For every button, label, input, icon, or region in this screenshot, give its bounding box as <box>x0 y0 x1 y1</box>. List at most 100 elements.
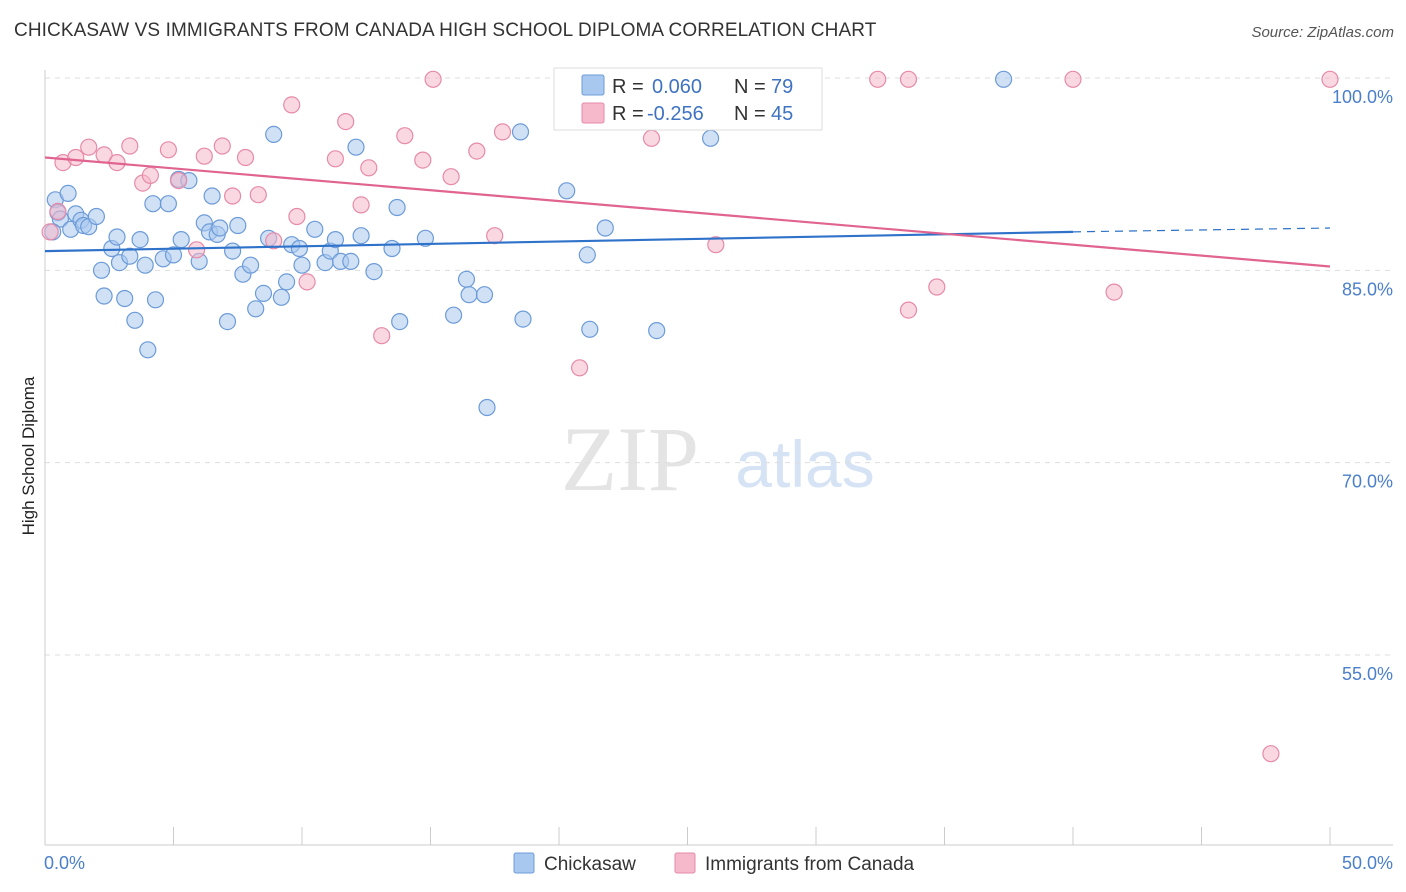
canada-point <box>67 148 85 167</box>
chickasaw-point <box>460 286 478 304</box>
canada-point <box>213 137 231 155</box>
chickasaw-point <box>596 219 614 237</box>
series-legend-swatch-canada <box>674 852 696 874</box>
canada-point <box>195 147 213 165</box>
canada-point <box>468 142 486 160</box>
canada-point <box>265 232 283 250</box>
chickasaw-point <box>994 70 1013 88</box>
chickasaw-point <box>416 229 434 247</box>
chickasaw-point <box>136 256 154 274</box>
canada-point <box>249 186 267 204</box>
chickasaw-point <box>581 320 599 338</box>
chickasaw-point <box>352 227 370 245</box>
series-legend-label-chickasaw: Chickasaw <box>544 854 636 875</box>
chickasaw-point <box>92 261 111 279</box>
chickasaw-point <box>247 300 265 318</box>
canada-point <box>337 112 355 131</box>
legend-n-label-1: N = <box>734 76 766 98</box>
chickasaw-point <box>272 288 290 306</box>
canada-point <box>224 187 242 205</box>
canada-point <box>899 70 918 88</box>
x-tick-label-max: 50.0% <box>1342 853 1393 873</box>
canada-point <box>414 151 432 169</box>
chickasaw-point <box>218 313 237 331</box>
chickasaw-point <box>578 246 596 264</box>
chickasaw-point <box>159 195 177 213</box>
chickasaw-point <box>457 270 476 288</box>
chickasaw-point <box>254 284 273 302</box>
canada-point <box>326 150 344 168</box>
points-layer <box>41 70 1339 763</box>
chickasaw-point <box>144 195 162 213</box>
chickasaw-point <box>203 187 221 205</box>
chickasaw-point <box>121 247 139 265</box>
legend-n-label-2: N = <box>734 103 766 125</box>
chickasaw-point <box>326 231 344 249</box>
legend-r-value-2: -0.256 <box>647 103 704 125</box>
watermark-atlas: atlas <box>735 427 874 501</box>
chickasaw-trend-line <box>44 230 1074 253</box>
chickasaw-point <box>648 322 666 340</box>
chickasaw-point <box>242 256 260 274</box>
chickasaw-point <box>108 228 126 246</box>
canada-point <box>41 223 59 241</box>
chickasaw-point <box>306 220 324 238</box>
legend-r-value-1: 0.060 <box>652 76 702 98</box>
canada-point <box>1105 283 1123 301</box>
canada-point <box>283 96 301 114</box>
canada-point <box>1321 70 1339 88</box>
canada-point <box>1262 745 1280 763</box>
series-legend-label-canada: Immigrants from Canada <box>705 854 915 875</box>
canada-point <box>80 138 98 156</box>
chickasaw-point <box>365 263 383 281</box>
y-tick-label: 55.0% <box>1342 664 1393 684</box>
chart-title: CHICKASAW VS IMMIGRANTS FROM CANADA HIGH… <box>14 20 877 41</box>
chickasaw-point <box>558 182 576 200</box>
legend-swatch-chickasaw <box>581 74 605 96</box>
series-legend: Chickasaw Immigrants from Canada <box>513 852 915 875</box>
canada-point <box>121 137 139 155</box>
chickasaw-point <box>229 216 247 235</box>
canada-point <box>570 359 589 377</box>
chickasaw-point <box>95 287 113 305</box>
legend-n-value-2: 45 <box>771 103 793 125</box>
canada-point <box>141 166 159 184</box>
stats-legend: R = 0.060 N = 79 R = -0.256 N = 45 <box>553 67 823 131</box>
legend-swatch-canada <box>581 102 605 124</box>
chart-source: Source: ZipAtlas.com <box>1251 24 1394 41</box>
chickasaw-point <box>391 313 409 331</box>
chickasaw-point <box>265 125 283 143</box>
chickasaw-point <box>224 242 242 260</box>
legend-n-value-1: 79 <box>771 76 793 98</box>
chickasaw-point <box>478 398 496 417</box>
chickasaw-point <box>293 256 311 274</box>
canada-point <box>159 141 177 159</box>
canada-point <box>298 273 316 291</box>
chickasaw-point <box>164 246 183 264</box>
chickasaw-point <box>131 231 149 249</box>
chickasaw-point <box>342 252 360 270</box>
chickasaw-point <box>87 207 106 226</box>
watermark-zip: ZIP <box>561 408 699 510</box>
x-tick-label-min: 0.0% <box>44 853 85 873</box>
canada-point <box>424 70 442 88</box>
canada-point <box>899 301 918 319</box>
y-tick-label: 100.0% <box>1332 87 1393 107</box>
chickasaw-point <box>59 184 77 202</box>
chickasaw-point <box>116 289 134 308</box>
series-legend-swatch-chickasaw <box>513 852 535 874</box>
canada-point <box>869 70 887 88</box>
axis-layer <box>44 70 1393 846</box>
legend-r-label-2: R = <box>612 103 644 125</box>
chickasaw-point <box>511 123 530 141</box>
chickasaw-point <box>278 273 296 291</box>
trend-layer <box>44 156 1331 268</box>
canada-point <box>493 123 512 141</box>
chickasaw-point <box>126 311 144 329</box>
chickasaw-point <box>388 198 406 217</box>
y-tick-label: 70.0% <box>1342 472 1393 492</box>
chickasaw-point <box>139 341 157 359</box>
chickasaw-point <box>172 231 190 249</box>
y-axis-label: High School Diploma <box>19 376 38 535</box>
